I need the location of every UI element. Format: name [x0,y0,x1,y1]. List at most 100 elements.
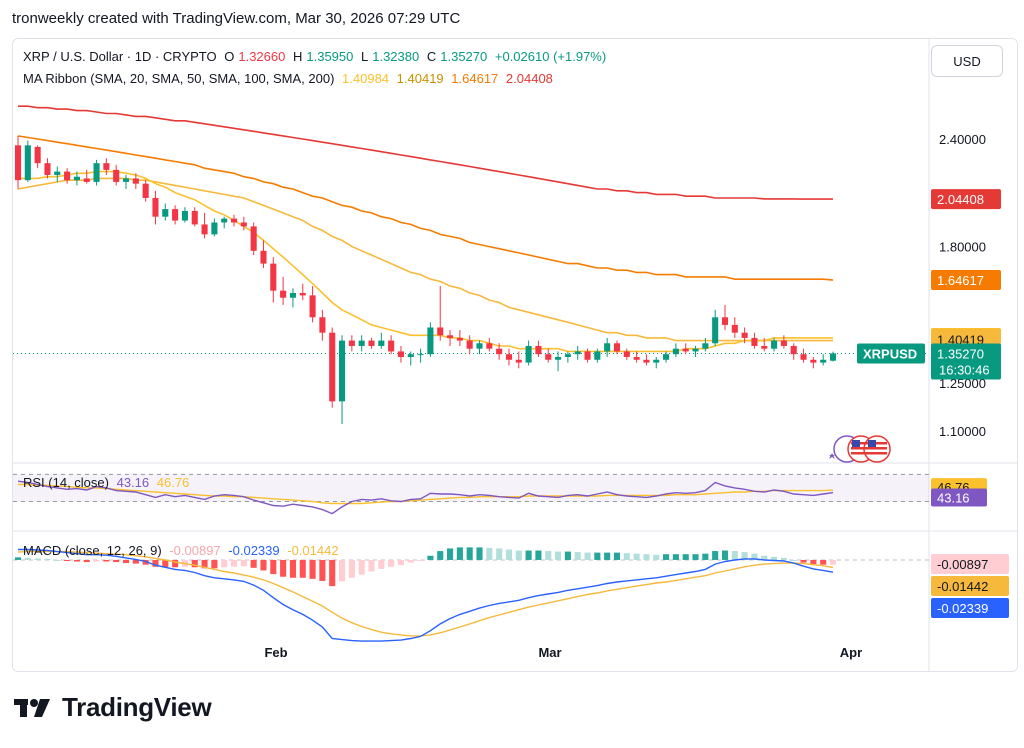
sma50-line [17,177,833,342]
macd-histogram-bar [83,559,90,563]
currency-button[interactable]: USD [931,45,1003,77]
macd-histogram-bar [574,552,581,560]
candle-body [54,171,61,175]
macd-histogram-bar [535,550,542,560]
candle-body [64,171,71,181]
candle-body [181,210,188,221]
ma-ribbon-legend: MA Ribbon (SMA, 20, SMA, 50, SMA, 100, S… [23,71,557,86]
macd-histogram-bar [280,559,287,577]
macd-histogram-bar [338,559,346,582]
macd-histogram-bar [172,559,179,568]
candle-body [329,332,336,402]
sma200-line [18,105,833,200]
price-tag-label: 2.04408 [937,192,984,207]
candle-body [505,354,513,360]
candle-body [810,359,817,363]
sma50-value: 1.40419 [396,71,444,86]
macd-histogram-bar [93,559,100,562]
candle-body [515,359,522,363]
candle-body [162,209,169,217]
candle-body [829,353,837,361]
macd-histogram-bar [564,551,571,560]
macd-histogram-bar [663,554,670,560]
candle-body [623,351,630,357]
candle-body [14,145,22,181]
time-axis-label: Mar [538,645,561,660]
candle-body [122,178,130,182]
candle-body [260,250,267,264]
macd-histogram-bar [486,547,493,560]
macd-histogram-bar [751,553,758,560]
candle-body [211,222,218,235]
close-value: 1.35270 [440,49,488,64]
candle-body [564,354,571,357]
candle-body [388,340,395,352]
chart-canvas[interactable]: 2.40000 1.80000 1.25000 1.10000 2.04408 1.646… [13,39,1017,671]
macd-histogram-bar [731,551,738,560]
macd-histogram-bar [191,559,198,568]
candle-body [663,354,670,360]
tradingview-brand: TradingView [62,692,212,722]
chart-attribution: tronweekly created with TradingView.com,… [12,10,461,27]
macd-histogram-bar [633,553,640,560]
macd-tag-label: -0.01442 [937,579,988,594]
macd-histogram-bar [613,552,621,560]
candle-body [466,340,473,349]
macd-histogram-bar [476,547,483,560]
macd-legend: MACD (close, 12, 26, 9) -0.00897 -0.0233… [23,543,343,558]
price-tick-label: 2.40000 [939,132,986,147]
close-label: C [426,49,437,64]
price-tag-label: 1.35270 [937,346,984,361]
macd-histogram-bar [240,559,247,567]
price-countdown: 16:30:46 [939,362,990,377]
tradingview-logo: TradingView [14,692,212,723]
candle-body [289,293,296,298]
macd-title[interactable]: MACD (close, 12, 26, 9) [23,543,162,558]
candle-body [93,163,100,182]
candle-body [319,317,326,333]
symbol-label[interactable]: XRP / U.S. Dollar · 1D · CRYPTO [23,49,217,64]
sma20-line [18,170,833,353]
macd-histogram-bar [122,559,130,564]
candle-body [584,351,591,360]
macd-tag [931,554,1009,574]
candle-body [672,348,679,355]
candle-body [790,345,797,355]
candle-body [780,340,787,346]
candle-body [721,317,729,325]
candle-body [771,340,778,349]
macd-histogram-bar [142,559,149,565]
candle-body [358,340,365,346]
macd-histogram-bar [545,551,552,560]
candle-body [447,335,454,338]
candle-body [142,183,149,198]
macd-histogram-bar [594,552,601,560]
time-axis-label: Apr [840,645,862,660]
candle-body [751,337,758,346]
price-tag [931,189,1001,210]
macd-histogram-bar [368,559,375,572]
macd-histogram-bar [702,553,709,560]
open-value: 1.32660 [238,49,286,64]
macd-histogram-bar [584,552,591,560]
candle-body [486,343,493,349]
tradingview-logo-icon [14,698,50,717]
candle-body [338,340,346,402]
ma-ribbon-title[interactable]: MA Ribbon (SMA, 20, SMA, 50, SMA, 100, S… [23,71,335,86]
candle-body [221,218,228,223]
candle-body [692,348,699,352]
sma200-value: 2.04408 [505,71,553,86]
macd-tag [931,576,1009,596]
economic-events-icon[interactable] [821,431,901,465]
macd-histogram-bar [515,550,522,560]
macd-histogram-bar [496,548,503,560]
candle-body [545,354,552,360]
chart-panel[interactable]: 2.40000 1.80000 1.25000 1.10000 2.04408 1.646… [12,38,1018,672]
macd-histogram-bar [810,559,817,565]
candle-body [820,359,827,363]
rsi-title[interactable]: RSI (14, close) [23,475,109,490]
macd-histogram-bar [44,558,51,560]
price-tick-label: 1.25000 [939,376,986,391]
candle-body [427,327,434,355]
macd-histogram-bar [407,559,414,563]
